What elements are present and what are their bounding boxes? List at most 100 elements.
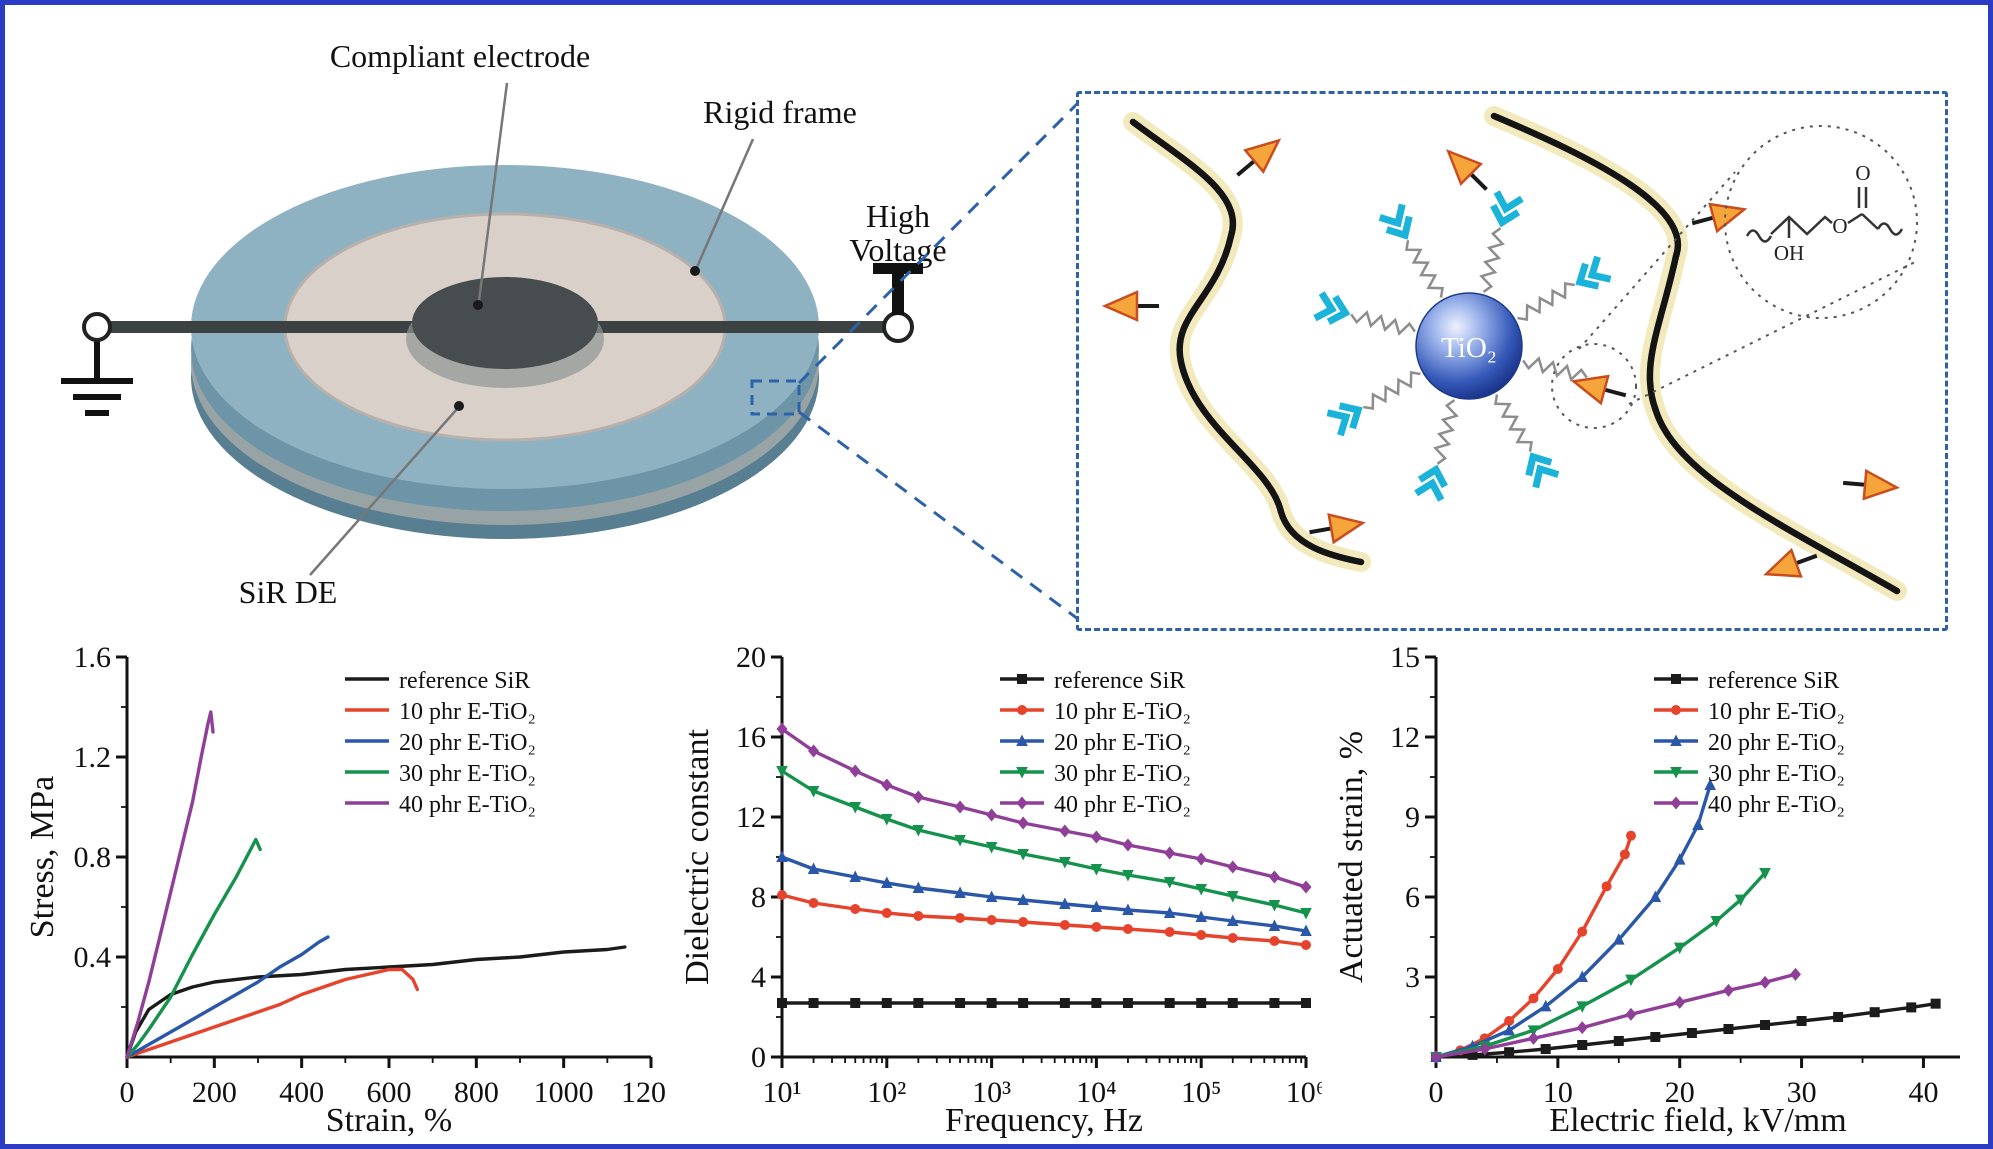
square-marker bbox=[1723, 1024, 1734, 1034]
square-marker bbox=[1017, 998, 1028, 1008]
plasticizer-arrow-icon bbox=[1446, 149, 1488, 191]
x-tick-label: 0 bbox=[1429, 1076, 1444, 1109]
legend-label: reference SiR bbox=[1708, 668, 1839, 694]
coupling-agent-arrow-icon bbox=[1378, 203, 1413, 240]
x-tick-label: 30 bbox=[1787, 1076, 1817, 1109]
ground-symbol bbox=[61, 340, 133, 416]
triangle-down-marker bbox=[1194, 884, 1207, 896]
y-tick-label: 20 bbox=[736, 645, 766, 674]
diamond-marker bbox=[880, 778, 892, 792]
label-compliant-electrode: Compliant electrode bbox=[330, 38, 590, 74]
circle-marker bbox=[1601, 881, 1612, 892]
plasticizer-arrow-icon bbox=[1101, 290, 1159, 322]
hv-cap bbox=[873, 263, 923, 274]
circle-marker bbox=[1122, 924, 1133, 934]
square-marker bbox=[1686, 1028, 1697, 1038]
y-tick-label: 6 bbox=[1405, 881, 1420, 914]
coupling-agent-arrow-icon bbox=[1575, 255, 1612, 290]
triangle-up-marker bbox=[775, 850, 788, 862]
diamond-marker bbox=[1121, 838, 1133, 852]
tio2-label: TiO₂ bbox=[1441, 332, 1497, 364]
label-rigid-frame: Rigid frame bbox=[703, 94, 857, 130]
diamond-marker bbox=[1527, 1031, 1539, 1045]
hydroxyl-label: OH bbox=[1774, 241, 1804, 265]
nanocomposite-schematic: O O OH TiO₂ bbox=[1101, 106, 1918, 601]
triangle-up-marker bbox=[1090, 900, 1102, 912]
diamond-marker bbox=[1722, 983, 1734, 997]
series-line bbox=[125, 935, 330, 1059]
triangle-up-marker bbox=[985, 890, 997, 902]
hv-terminal bbox=[882, 311, 914, 343]
x-tick-label: 200 bbox=[192, 1076, 237, 1109]
circle-marker bbox=[986, 915, 997, 925]
triangle-down-marker bbox=[1710, 916, 1723, 928]
coupling-agent-arrow-icon bbox=[1313, 291, 1351, 325]
legend-label: 10 phr E-TiO₂ bbox=[399, 699, 536, 725]
circle-marker bbox=[1268, 936, 1279, 946]
legend-label: 40 phr E-TiO₂ bbox=[1054, 792, 1191, 818]
diamond-marker bbox=[1163, 846, 1175, 860]
circle-marker bbox=[1227, 933, 1238, 943]
pointer-dot bbox=[690, 266, 700, 276]
x-tick-label: 10⁵ bbox=[1180, 1076, 1220, 1109]
square-marker bbox=[1671, 674, 1681, 684]
square-marker bbox=[1122, 998, 1133, 1008]
legend-label: reference SiR bbox=[399, 668, 530, 694]
y-tick-label: 0.8 bbox=[74, 841, 112, 874]
skeletal-bonds bbox=[1770, 215, 1833, 236]
y-tick-label: 1.6 bbox=[74, 645, 112, 674]
y-tick-label: 12 bbox=[1390, 721, 1420, 754]
legend-label: 10 phr E-TiO₂ bbox=[1054, 699, 1191, 725]
circle-marker bbox=[1528, 993, 1539, 1004]
zoom-connector-top bbox=[797, 101, 1080, 385]
legend-label: 40 phr E-TiO₂ bbox=[399, 792, 536, 818]
square-marker bbox=[1195, 998, 1206, 1008]
circle-marker bbox=[1016, 705, 1027, 715]
actuator-diagram: Compliant electrode Rigid frame High Vol… bbox=[61, 38, 1080, 621]
diamond-marker bbox=[807, 744, 819, 758]
tio2-nanoparticle: TiO₂ bbox=[1415, 292, 1523, 400]
spring-linker bbox=[1494, 394, 1533, 452]
spring-linker bbox=[1363, 371, 1421, 410]
x-tick-label: 10⁶ bbox=[1285, 1076, 1321, 1109]
ground-terminal bbox=[82, 312, 112, 342]
series-line bbox=[779, 893, 1308, 947]
diamond-marker bbox=[1625, 1007, 1637, 1021]
square-marker bbox=[1540, 1044, 1551, 1054]
diamond-marker bbox=[1300, 880, 1311, 894]
magnify-target-circle bbox=[1724, 125, 1918, 319]
legend-label: 30 phr E-TiO₂ bbox=[1054, 761, 1191, 787]
legend-label: 30 phr E-TiO₂ bbox=[399, 761, 536, 787]
diamond-marker bbox=[1195, 852, 1207, 866]
triangle-up-marker bbox=[1058, 897, 1071, 909]
triangle-down-marker bbox=[1090, 864, 1102, 876]
triangle-up-marker bbox=[1268, 919, 1280, 931]
ester-oxygen-label: O bbox=[1832, 214, 1847, 238]
triangle-down-marker bbox=[1015, 767, 1028, 779]
plasticizer-arrow-icon bbox=[1570, 374, 1627, 406]
series-line bbox=[125, 967, 420, 1059]
circle-marker bbox=[1671, 705, 1681, 715]
circle-marker bbox=[1059, 920, 1070, 930]
spring-linker bbox=[1522, 356, 1588, 382]
square-marker bbox=[1090, 998, 1101, 1008]
y-tick-label: 3 bbox=[1405, 961, 1420, 994]
series-line bbox=[1434, 783, 1712, 1059]
x-tick-label: 10¹ bbox=[762, 1076, 801, 1109]
series-line bbox=[779, 855, 1308, 933]
circle-marker bbox=[954, 913, 965, 923]
square-marker bbox=[1227, 998, 1238, 1008]
triangle-down-marker bbox=[985, 842, 997, 854]
legend-label: 30 phr E-TiO₂ bbox=[1708, 761, 1845, 787]
polymer-chain-left bbox=[1123, 112, 1371, 572]
coupling-agent-arrow-icon bbox=[1490, 190, 1524, 228]
square-marker bbox=[849, 998, 860, 1008]
square-marker bbox=[1833, 1012, 1844, 1022]
triangle-up-marker bbox=[1539, 999, 1552, 1012]
series-line bbox=[125, 837, 262, 1059]
triangle-up-marker bbox=[1649, 890, 1662, 902]
square-marker bbox=[808, 998, 819, 1008]
square-marker bbox=[1577, 1040, 1588, 1050]
x-tick-label: 10 bbox=[1543, 1076, 1573, 1109]
square-marker bbox=[1760, 1020, 1771, 1030]
